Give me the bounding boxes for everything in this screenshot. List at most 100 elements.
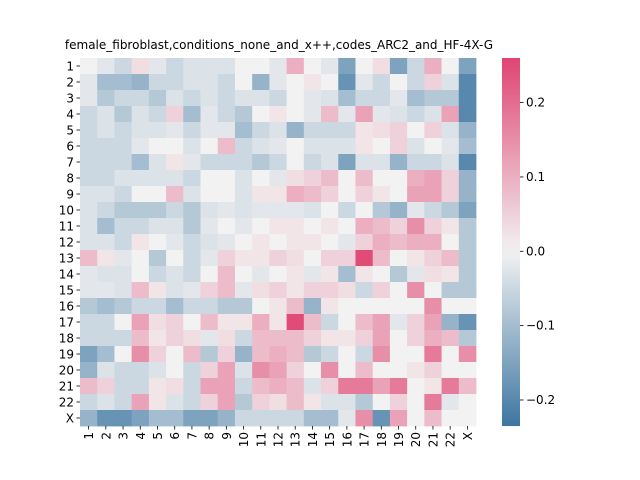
heatmap-cell <box>200 122 219 139</box>
heatmap-cell <box>114 122 133 139</box>
heatmap-cell <box>97 122 115 139</box>
heatmap-cell <box>458 106 477 123</box>
heatmap-cell <box>269 298 288 315</box>
heatmap-cell <box>441 330 460 347</box>
col-tick-label: 9 <box>220 432 234 440</box>
heatmap-cell <box>458 282 477 299</box>
heatmap-cell <box>252 58 270 75</box>
heatmap-cell <box>389 154 408 171</box>
heatmap-cell <box>166 234 184 251</box>
heatmap-cell <box>355 346 374 363</box>
heatmap-cell <box>148 394 167 411</box>
heatmap-cell <box>355 74 374 91</box>
heatmap-cell <box>200 330 219 347</box>
heatmap-cell <box>200 90 219 107</box>
heatmap-cell <box>372 90 391 107</box>
heatmap-cell <box>321 282 339 299</box>
heatmap-cell <box>458 218 477 235</box>
heatmap-cell <box>441 74 460 91</box>
heatmap-cell <box>252 74 270 91</box>
heatmap-cell <box>269 394 288 411</box>
heatmap-cell <box>458 186 477 203</box>
heatmap-cell <box>372 170 391 187</box>
heatmap-cell <box>252 138 270 155</box>
heatmap-cell <box>97 250 115 267</box>
heatmap-cell <box>441 250 460 267</box>
heatmap-cell <box>338 394 356 411</box>
heatmap-cell <box>303 218 322 235</box>
heatmap-cell <box>114 266 133 283</box>
heatmap-cell <box>269 90 288 107</box>
heatmap-cell <box>252 362 270 379</box>
row-tick-label: 22 <box>59 396 74 410</box>
heatmap-cell <box>286 330 305 347</box>
colorbar-tick-label: 0.0 <box>526 244 545 258</box>
heatmap-cell <box>252 266 270 283</box>
heatmap-cell <box>217 74 236 91</box>
heatmap-cell <box>200 394 219 411</box>
heatmap-cell <box>321 122 339 139</box>
heatmap-cell <box>148 314 167 331</box>
heatmap-cell <box>131 330 150 347</box>
heatmap-cell <box>355 138 374 155</box>
heatmap-cell <box>407 314 425 331</box>
heatmap-cell <box>97 362 115 379</box>
heatmap-cell <box>355 362 374 379</box>
heatmap-cell <box>183 218 201 235</box>
heatmap-cell <box>131 394 150 411</box>
heatmap-cell <box>407 154 425 171</box>
heatmap-cell <box>389 218 408 235</box>
heatmap-cell <box>321 410 339 427</box>
heatmap-cell <box>372 282 391 299</box>
heatmap-cell <box>148 202 167 219</box>
heatmap-cell <box>424 186 442 203</box>
heatmap-cell <box>458 202 477 219</box>
heatmap-cell <box>407 362 425 379</box>
heatmap-cell <box>321 170 339 187</box>
heatmap-cell <box>217 362 236 379</box>
heatmap-cell <box>80 330 98 347</box>
heatmap-cell <box>269 250 288 267</box>
heatmap-cell <box>321 138 339 155</box>
heatmap-cell <box>355 122 374 139</box>
heatmap-cell <box>389 378 408 395</box>
heatmap-cell <box>131 106 150 123</box>
row-tick-label: 6 <box>66 140 74 154</box>
heatmap-cell <box>234 58 253 75</box>
heatmap-cell <box>269 186 288 203</box>
heatmap-cell <box>458 378 477 395</box>
heatmap-cell <box>338 138 356 155</box>
heatmap-cell <box>148 74 167 91</box>
heatmap-cell <box>148 378 167 395</box>
heatmap-cell <box>183 90 201 107</box>
heatmap-cell <box>97 90 115 107</box>
heatmap-cell <box>252 410 270 427</box>
row-tick-label: 12 <box>59 236 74 250</box>
col-tick-label: 16 <box>340 432 354 447</box>
heatmap-cell <box>389 362 408 379</box>
heatmap-cell <box>407 58 425 75</box>
heatmap-cell <box>166 202 184 219</box>
row-tick-label: 3 <box>66 92 74 106</box>
col-tick-label: 18 <box>375 432 389 447</box>
heatmap-cell <box>303 106 322 123</box>
heatmap-cell <box>234 170 253 187</box>
heatmap-cell <box>338 250 356 267</box>
heatmap-cell <box>234 298 253 315</box>
heatmap-cell <box>80 234 98 251</box>
heatmap-cell <box>183 346 201 363</box>
heatmap-cell <box>372 106 391 123</box>
heatmap-cell <box>286 106 305 123</box>
heatmap-cell <box>286 138 305 155</box>
heatmap-cell <box>303 234 322 251</box>
heatmap-cell <box>80 58 98 75</box>
heatmap-cell <box>424 106 442 123</box>
heatmap-cell <box>217 90 236 107</box>
heatmap-cell <box>355 250 374 267</box>
heatmap-cell <box>389 410 408 427</box>
heatmap-cell <box>303 138 322 155</box>
heatmap-cell <box>183 234 201 251</box>
heatmap-cell <box>424 202 442 219</box>
heatmap-cell <box>269 330 288 347</box>
heatmap-cell <box>131 266 150 283</box>
